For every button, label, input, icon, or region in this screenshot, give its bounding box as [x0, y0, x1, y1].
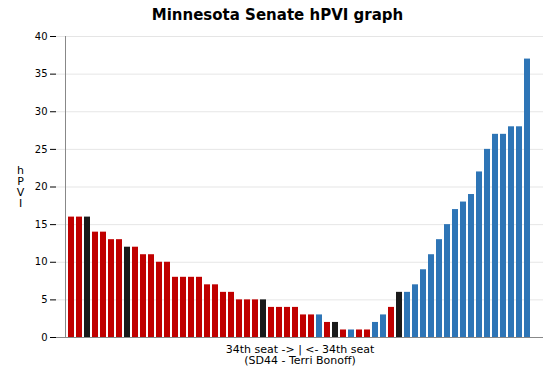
html-text:Minnesota Senate hPVI graph: Minnesota Senate hPVI graph: [151, 6, 404, 24]
svg-text:15: 15: [35, 219, 48, 230]
svg-text:40: 40: [35, 31, 48, 42]
svg-text:hPVI: hPVI: [17, 164, 25, 210]
svg-text:35: 35: [35, 68, 48, 79]
svg-text:10: 10: [35, 256, 48, 267]
svg-text:34th seat -> | <- 34th seat(SD: 34th seat -> | <- 34th seat(SD44 - Terri…: [226, 343, 375, 367]
svg-text:30: 30: [35, 106, 48, 117]
svg-text:20: 20: [35, 181, 48, 192]
svg-text:0: 0: [41, 332, 47, 343]
svg-text:25: 25: [35, 144, 48, 155]
svg-text:5: 5: [41, 294, 47, 305]
